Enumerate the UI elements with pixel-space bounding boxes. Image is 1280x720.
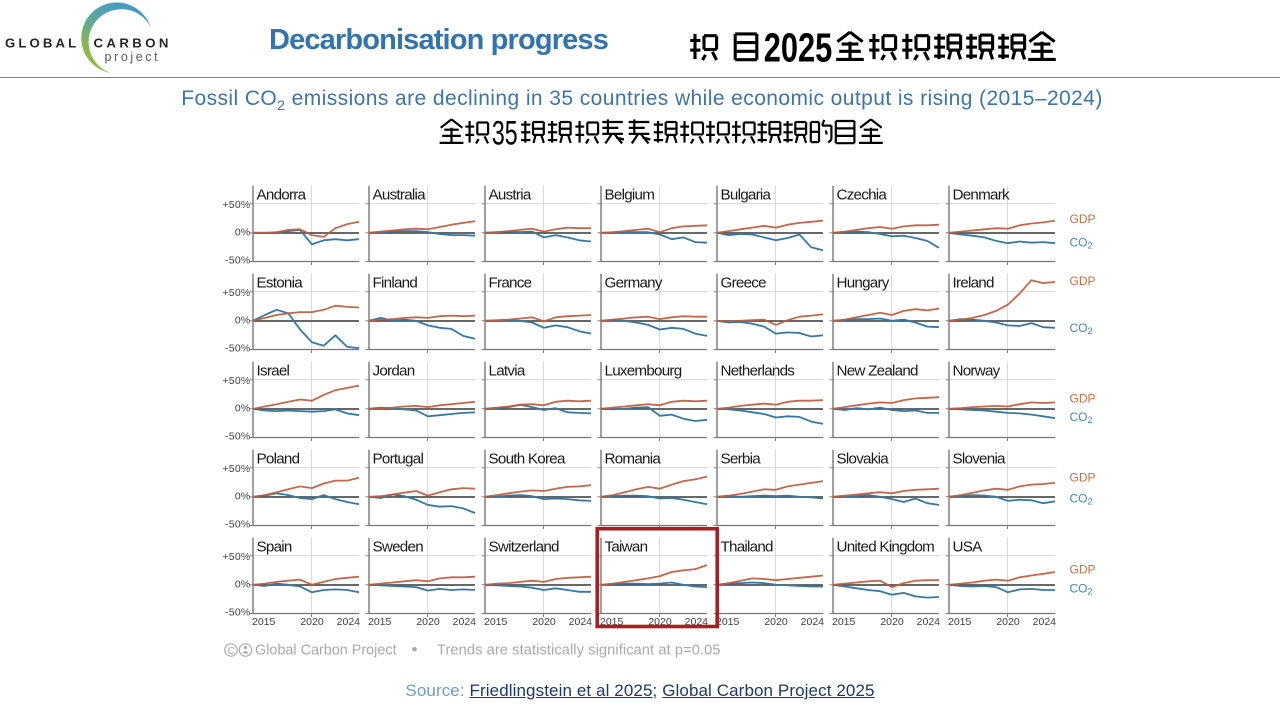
svg-text:2015: 2015 [832,616,856,628]
svg-text:Thailand: Thailand [721,538,774,555]
svg-text:Switzerland: Switzerland [489,538,560,555]
svg-text:Serbia: Serbia [721,450,762,467]
svg-text:Trends are statistically signi: Trends are statistically significant at … [437,643,721,659]
svg-text:0%: 0% [235,403,251,415]
svg-text:2020: 2020 [764,616,788,628]
svg-text:2024: 2024 [453,616,477,628]
svg-text:United Kingdom: United Kingdom [837,538,935,555]
svg-text:USA: USA [953,538,984,555]
svg-text:C: C [228,646,235,657]
svg-text:Spain: Spain [257,538,292,555]
svg-text:Jordan: Jordan [373,362,415,379]
svg-text:2024: 2024 [337,616,361,628]
svg-text:2015: 2015 [948,616,972,628]
svg-text:2020: 2020 [996,616,1020,628]
svg-text:Slovakia: Slovakia [837,450,890,467]
svg-text:Germany: Germany [605,274,663,291]
svg-text:Finland: Finland [373,274,418,291]
svg-text:•: • [412,640,418,659]
svg-text:Hungary: Hungary [837,274,890,291]
svg-text:CARBON: CARBON [94,36,172,51]
svg-text:CO2: CO2 [1070,236,1093,251]
svg-text:GDP: GDP [1070,471,1096,485]
svg-text:Israel: Israel [257,362,290,379]
svg-text:project: project [105,50,161,64]
svg-text:2020: 2020 [880,616,904,628]
svg-text:New Zealand: New Zealand [837,362,919,379]
svg-text:Latvia: Latvia [489,362,526,379]
svg-text:Austria: Austria [489,186,532,203]
svg-text:-50%: -50% [225,255,251,267]
svg-text:Denmark: Denmark [953,186,1011,203]
svg-text:2015: 2015 [252,616,276,628]
svg-text:-50%: -50% [225,519,251,531]
svg-text:CO2: CO2 [1070,410,1093,425]
svg-text:Netherlands: Netherlands [721,362,796,379]
svg-text:2024: 2024 [569,616,593,628]
svg-text:0%: 0% [235,227,251,239]
svg-text:France: France [489,274,532,291]
svg-text:GLOBAL: GLOBAL [5,36,79,51]
svg-text:-50%: -50% [225,607,251,619]
svg-text:2025: 2025 [764,24,833,70]
svg-text:2024: 2024 [917,616,941,628]
svg-text:GDP: GDP [1070,212,1096,226]
svg-text:Ireland: Ireland [953,274,994,291]
svg-text:2024: 2024 [1033,616,1057,628]
svg-text:+50%: +50% [222,199,250,211]
svg-text:2015: 2015 [368,616,392,628]
svg-text:Global Carbon Project: Global Carbon Project [255,643,397,659]
svg-text:Portugal: Portugal [373,450,424,467]
svg-text:GDP: GDP [1070,563,1096,577]
svg-text:Greece: Greece [721,274,767,291]
svg-text:GDP: GDP [1070,274,1096,288]
svg-text:Czechia: Czechia [837,186,888,203]
svg-text:2020: 2020 [300,616,324,628]
svg-text:0%: 0% [235,579,251,591]
svg-text:2015: 2015 [484,616,508,628]
svg-text:GDP: GDP [1070,392,1096,406]
svg-text:0%: 0% [235,491,251,503]
svg-text:-50%: -50% [225,431,251,443]
svg-text:Taiwan: Taiwan [605,538,648,555]
svg-text:Sweden: Sweden [373,538,424,555]
svg-text:2024: 2024 [801,616,825,628]
svg-text:Bulgaria: Bulgaria [721,186,772,203]
svg-text:Belgium: Belgium [605,186,655,203]
svg-text:South Korea: South Korea [489,450,566,467]
svg-text:2015: 2015 [716,616,740,628]
svg-text:+50%: +50% [222,287,250,299]
svg-text:Romania: Romania [605,450,662,467]
svg-text:+50%: +50% [222,463,250,475]
svg-text:35: 35 [492,115,518,153]
svg-text:-50%: -50% [225,343,251,355]
svg-text:0%: 0% [235,315,251,327]
svg-text:CO2: CO2 [1070,582,1093,597]
svg-text:Andorra: Andorra [257,186,307,203]
svg-text:CO2: CO2 [1070,492,1093,507]
svg-text:+50%: +50% [222,375,250,387]
svg-text:2020: 2020 [416,616,440,628]
svg-text:Luxembourg: Luxembourg [605,362,682,379]
svg-text:+50%: +50% [222,551,250,563]
svg-text:CO2: CO2 [1070,321,1093,336]
svg-text:Australia: Australia [373,186,427,203]
svg-text:Slovenia: Slovenia [953,450,1007,467]
svg-text:Poland: Poland [257,450,300,467]
svg-text:2020: 2020 [532,616,556,628]
svg-text:Estonia: Estonia [257,274,304,291]
svg-text:Norway: Norway [953,362,1001,379]
